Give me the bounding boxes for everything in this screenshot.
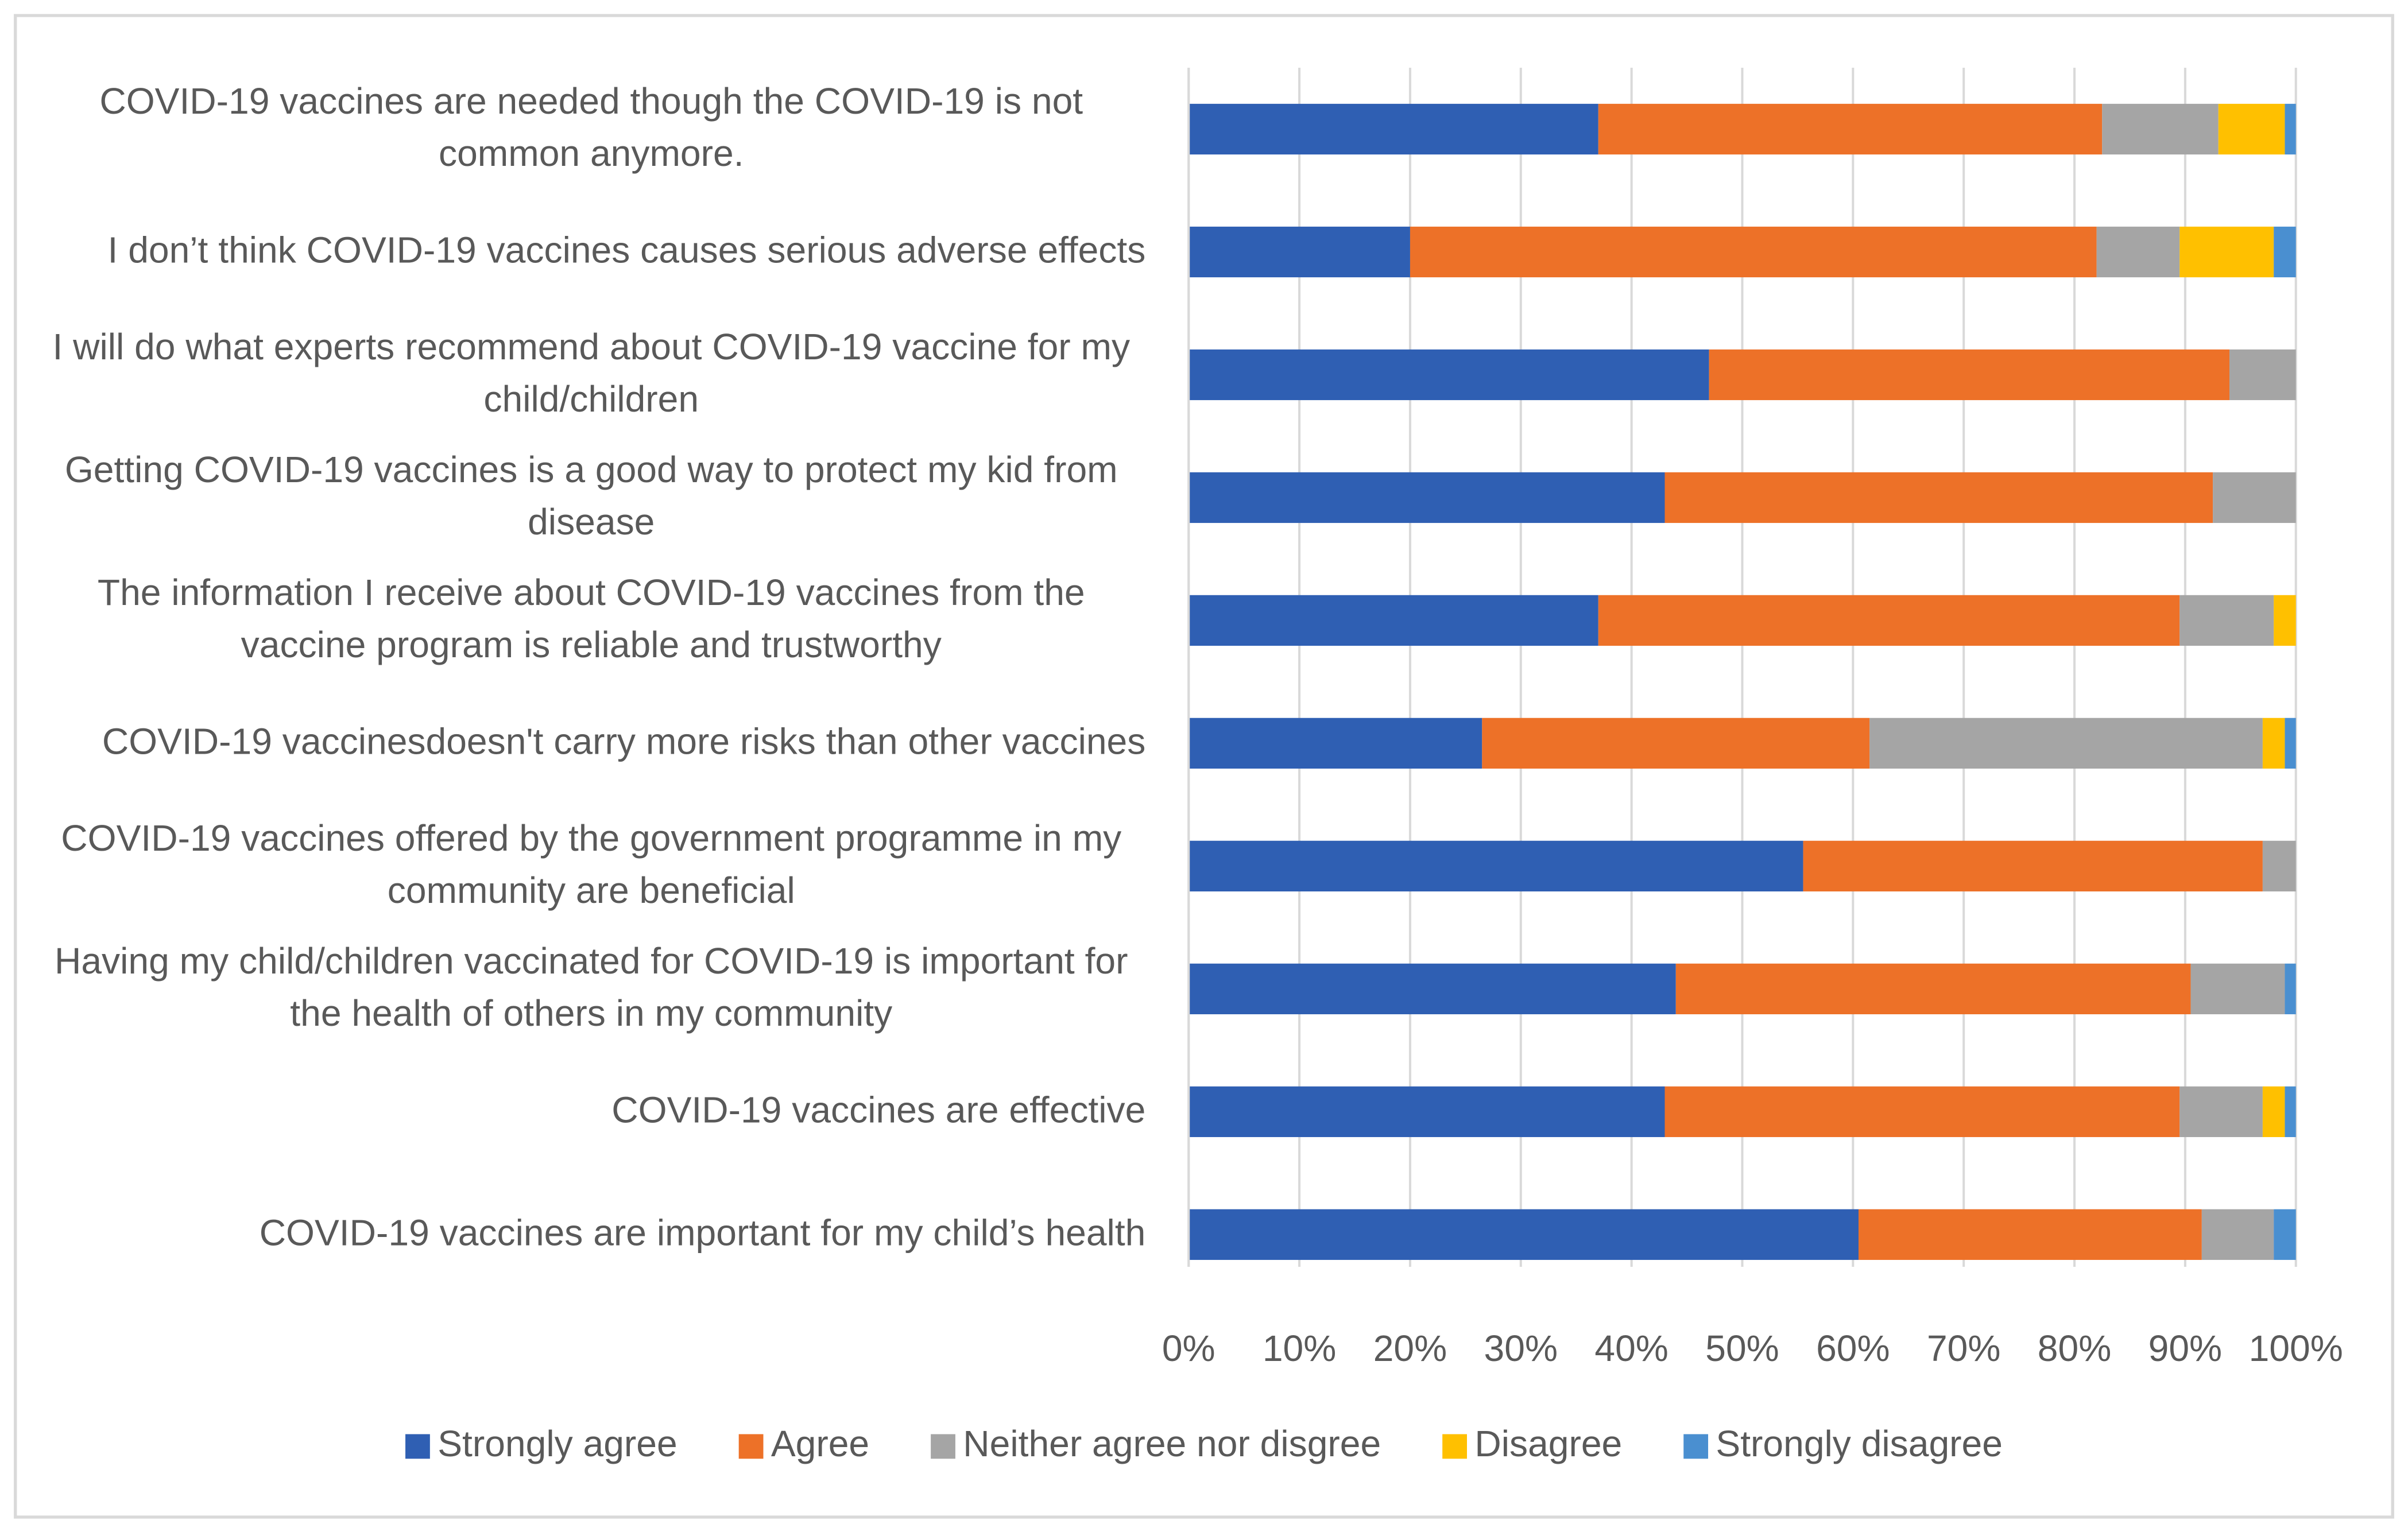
bar-segment — [1188, 963, 1676, 1014]
bar-segment — [2179, 1086, 2263, 1137]
y-tick-label: The information I receive about COVID-19… — [97, 572, 1085, 667]
category-label-box: The information I receive about COVID-19… — [28, 559, 1145, 682]
y-tick-label: Having my child/children vaccinated for … — [54, 941, 1128, 1036]
category-label-box: I will do what experts recommend about C… — [28, 313, 1145, 436]
legend-swatch — [405, 1434, 430, 1459]
y-tick-label: Getting COVID-19 vaccines is a good way … — [64, 450, 1118, 544]
bar-segment — [1598, 595, 2180, 646]
bar-segment — [2229, 349, 2296, 401]
x-tick-label: 70% — [1927, 1328, 2000, 1369]
legend-item: Disagree — [1442, 1423, 1622, 1464]
y-tick-label: COVID-19 vaccines are important for my c… — [259, 1213, 1146, 1255]
category-label-box: COVID-19 vaccines are important for my c… — [28, 1173, 1146, 1296]
bar-segment — [1709, 349, 2230, 401]
category-label-box: Having my child/children vaccinated for … — [28, 928, 1145, 1050]
category-label-wrap: COVID-19 vaccines are effective — [28, 1050, 1145, 1173]
legend-label: Strongly disagree — [1716, 1423, 2003, 1464]
bar-segment — [2213, 472, 2296, 523]
x-tick-label: 20% — [1373, 1328, 1447, 1369]
bar-segment — [2201, 1209, 2274, 1260]
bar-segment — [1598, 103, 2103, 155]
category-label-wrap: Getting COVID-19 vaccines is a good way … — [28, 436, 1145, 559]
bar-segment — [2274, 1209, 2296, 1260]
bar-segment — [2262, 718, 2285, 769]
bar-segment — [2274, 226, 2296, 278]
x-tick-label: 0% — [1162, 1328, 1215, 1369]
y-tick-label: COVID-19 vaccinesdoesn't carry more risk… — [102, 722, 1146, 763]
x-tick-label: 100% — [2249, 1328, 2343, 1369]
bar-segment — [1869, 718, 2263, 769]
bar-segment — [1188, 1209, 1859, 1260]
x-tick-label: 30% — [1484, 1328, 1558, 1369]
category-label-box: COVID-19 vaccines offered by the governm… — [28, 805, 1145, 928]
bar-segment — [1188, 718, 1482, 769]
bar-segment — [1664, 472, 2213, 523]
bar-segment — [2179, 595, 2274, 646]
legend-label: Neither agree nor disgree — [963, 1423, 1381, 1464]
legend-item: Neither agree nor disgree — [931, 1423, 1381, 1464]
legend-label: Disagree — [1474, 1423, 1622, 1464]
category-label-wrap: COVID-19 vaccines offered by the governm… — [28, 805, 1145, 928]
bar-segment — [1188, 103, 1598, 155]
y-tick-label: COVID-19 vaccines offered by the governm… — [61, 818, 1122, 913]
legend-item: Agree — [738, 1423, 869, 1464]
legend-label: Strongly agree — [438, 1423, 677, 1464]
bar-segment — [2285, 963, 2296, 1014]
bar-segment — [1188, 840, 1803, 892]
category-label-wrap: COVID-19 vaccines are important for my c… — [28, 1173, 1146, 1296]
bar-segment — [2179, 226, 2274, 278]
category-label-box: COVID-19 vaccinesdoesn't carry more risk… — [28, 682, 1146, 805]
category-label-box: Getting COVID-19 vaccines is a good way … — [28, 436, 1145, 559]
category-label-wrap: I will do what experts recommend about C… — [28, 313, 1145, 436]
y-tick-label: I don’t think COVID-19 vaccines causes s… — [107, 230, 1146, 272]
category-label-wrap: The information I receive about COVID-19… — [28, 559, 1145, 682]
legend-item: Strongly agree — [405, 1423, 678, 1464]
legend-swatch — [1683, 1434, 1709, 1459]
x-tick-label: 10% — [1263, 1328, 1336, 1369]
legend-swatch — [738, 1434, 764, 1459]
bar-segment — [1675, 963, 2191, 1014]
legend-swatch — [931, 1434, 955, 1459]
x-tick-label: 80% — [2038, 1328, 2111, 1369]
x-tick-label: 90% — [2148, 1328, 2222, 1369]
bar-segment — [2262, 1086, 2285, 1137]
bar-segment — [1188, 595, 1598, 646]
bar-segment — [2102, 103, 2219, 155]
bar-segment — [1188, 472, 1665, 523]
bar-segment — [1410, 226, 2097, 278]
bar-segment — [1188, 349, 1709, 401]
category-label-wrap: COVID-19 vaccines are needed though the … — [28, 68, 1145, 191]
category-label-box: I don’t think COVID-19 vaccines causes s… — [28, 191, 1146, 313]
bar-segment — [2285, 718, 2296, 769]
category-label-wrap: Having my child/children vaccinated for … — [28, 928, 1145, 1050]
x-tick-label: 40% — [1594, 1328, 1668, 1369]
x-tick-label: 50% — [1705, 1328, 1779, 1369]
bar-segment — [2262, 840, 2296, 892]
bar-segment — [1188, 1086, 1665, 1137]
category-label-wrap: I don’t think COVID-19 vaccines causes s… — [28, 191, 1146, 313]
bar-segment — [2285, 103, 2296, 155]
bar-segment — [1664, 1086, 2180, 1137]
x-tick-label: 60% — [1816, 1328, 1890, 1369]
legend-label: Agree — [771, 1423, 869, 1464]
y-tick-label: COVID-19 vaccines are needed though the … — [99, 82, 1083, 176]
bar-segment — [1803, 840, 2263, 892]
bar-segment — [1482, 718, 1870, 769]
bar-segment — [1858, 1209, 2202, 1260]
bar-segment — [2190, 963, 2285, 1014]
y-tick-label: COVID-19 vaccines are effective — [611, 1090, 1146, 1132]
bar-segment — [2218, 103, 2285, 155]
category-label-box: COVID-19 vaccines are effective — [28, 1050, 1145, 1173]
legend-swatch — [1442, 1434, 1467, 1459]
bar-segment — [2285, 1086, 2296, 1137]
bar-segment — [1188, 226, 1410, 278]
legend-item: Strongly disagree — [1683, 1423, 2003, 1464]
bar-segment — [2274, 595, 2296, 646]
category-label-wrap: COVID-19 vaccinesdoesn't carry more risk… — [28, 682, 1146, 805]
category-label-box: COVID-19 vaccines are needed though the … — [28, 68, 1145, 191]
y-tick-label: I will do what experts recommend about C… — [52, 327, 1131, 421]
bar-segment — [2096, 226, 2180, 278]
